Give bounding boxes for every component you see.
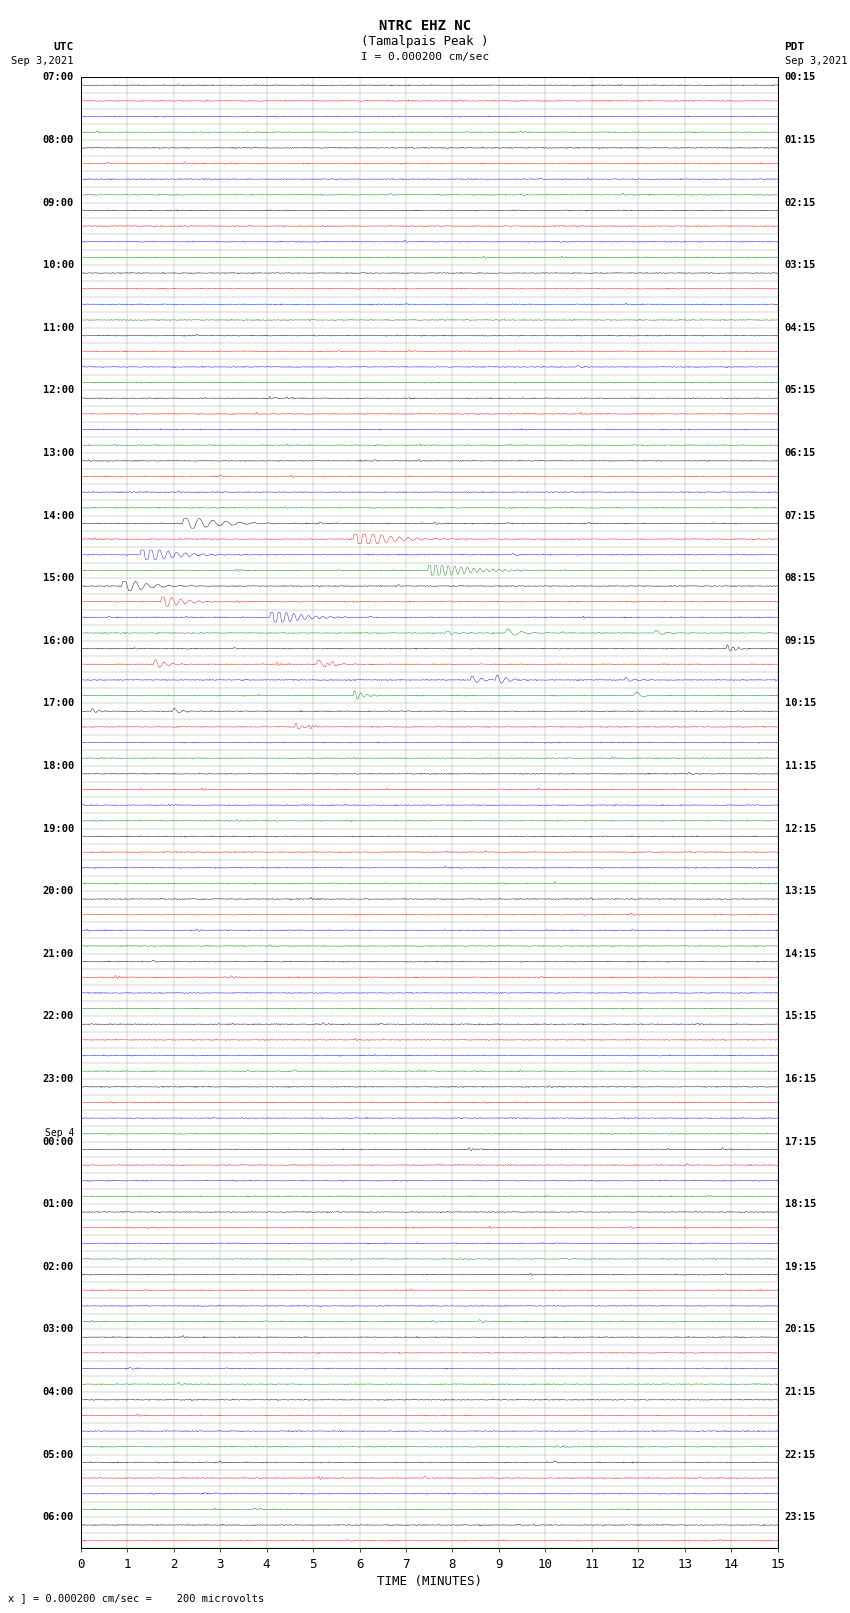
Text: 04:15: 04:15 xyxy=(785,323,816,332)
Text: (Tamalpais Peak ): (Tamalpais Peak ) xyxy=(361,35,489,48)
Text: 20:00: 20:00 xyxy=(42,886,74,897)
Text: 12:00: 12:00 xyxy=(42,386,74,395)
Text: 15:15: 15:15 xyxy=(785,1011,816,1021)
Text: 00:15: 00:15 xyxy=(785,73,816,82)
Text: UTC: UTC xyxy=(54,42,74,52)
Text: 03:00: 03:00 xyxy=(42,1324,74,1334)
Text: 19:15: 19:15 xyxy=(785,1261,816,1271)
Text: 06:15: 06:15 xyxy=(785,448,816,458)
Text: 09:00: 09:00 xyxy=(42,198,74,208)
Text: 21:15: 21:15 xyxy=(785,1387,816,1397)
Text: x ] = 0.000200 cm/sec =    200 microvolts: x ] = 0.000200 cm/sec = 200 microvolts xyxy=(8,1594,264,1603)
Text: 11:00: 11:00 xyxy=(42,323,74,332)
Text: 02:00: 02:00 xyxy=(42,1261,74,1271)
Text: 15:00: 15:00 xyxy=(42,573,74,584)
Text: 18:00: 18:00 xyxy=(42,761,74,771)
Text: 17:15: 17:15 xyxy=(785,1137,816,1147)
Text: 22:15: 22:15 xyxy=(785,1450,816,1460)
Text: 16:00: 16:00 xyxy=(42,636,74,645)
Text: NTRC EHZ NC: NTRC EHZ NC xyxy=(379,19,471,34)
Text: 17:00: 17:00 xyxy=(42,698,74,708)
Text: 04:00: 04:00 xyxy=(42,1387,74,1397)
X-axis label: TIME (MINUTES): TIME (MINUTES) xyxy=(377,1574,482,1587)
Text: 01:00: 01:00 xyxy=(42,1198,74,1210)
Text: 10:15: 10:15 xyxy=(785,698,816,708)
Text: 23:00: 23:00 xyxy=(42,1074,74,1084)
Text: 00:00: 00:00 xyxy=(42,1137,74,1147)
Text: Sep 3,2021: Sep 3,2021 xyxy=(11,56,74,66)
Text: 07:00: 07:00 xyxy=(42,73,74,82)
Text: 14:00: 14:00 xyxy=(42,511,74,521)
Text: 19:00: 19:00 xyxy=(42,824,74,834)
Text: PDT: PDT xyxy=(785,42,805,52)
Text: Sep 3,2021: Sep 3,2021 xyxy=(785,56,847,66)
Text: 11:15: 11:15 xyxy=(785,761,816,771)
Text: 21:00: 21:00 xyxy=(42,948,74,958)
Text: 13:15: 13:15 xyxy=(785,886,816,897)
Text: 22:00: 22:00 xyxy=(42,1011,74,1021)
Text: 01:15: 01:15 xyxy=(785,135,816,145)
Text: I = 0.000200 cm/sec: I = 0.000200 cm/sec xyxy=(361,52,489,61)
Text: 23:15: 23:15 xyxy=(785,1511,816,1523)
Text: 05:00: 05:00 xyxy=(42,1450,74,1460)
Text: 05:15: 05:15 xyxy=(785,386,816,395)
Text: 09:15: 09:15 xyxy=(785,636,816,645)
Text: 14:15: 14:15 xyxy=(785,948,816,958)
Text: 16:15: 16:15 xyxy=(785,1074,816,1084)
Text: 10:00: 10:00 xyxy=(42,260,74,271)
Text: 08:00: 08:00 xyxy=(42,135,74,145)
Text: 13:00: 13:00 xyxy=(42,448,74,458)
Text: 06:00: 06:00 xyxy=(42,1511,74,1523)
Text: 20:15: 20:15 xyxy=(785,1324,816,1334)
Text: 12:15: 12:15 xyxy=(785,824,816,834)
Text: 07:15: 07:15 xyxy=(785,511,816,521)
Text: 03:15: 03:15 xyxy=(785,260,816,271)
Text: 02:15: 02:15 xyxy=(785,198,816,208)
Text: Sep 4: Sep 4 xyxy=(44,1129,74,1139)
Text: 08:15: 08:15 xyxy=(785,573,816,584)
Text: 18:15: 18:15 xyxy=(785,1198,816,1210)
